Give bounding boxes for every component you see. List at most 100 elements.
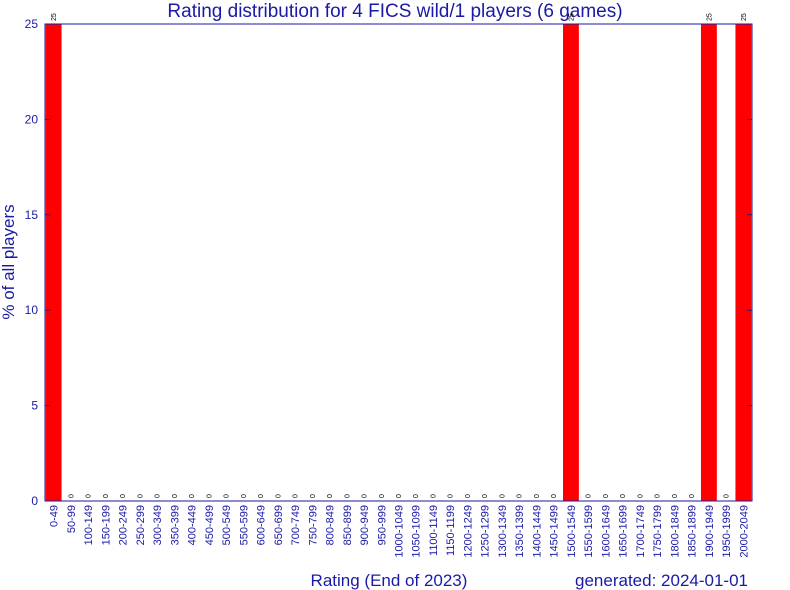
bar-0-49 <box>45 24 62 501</box>
data-label-150-199: 0 <box>103 494 110 498</box>
data-label-1350-1399: 0 <box>517 494 524 498</box>
x-tick-label: 150-199 <box>100 505 112 545</box>
x-tick-label: 1050-1099 <box>411 505 423 558</box>
data-label-1700-1749: 0 <box>637 494 644 498</box>
chart-title: Rating distribution for 4 FICS wild/1 pl… <box>167 1 622 22</box>
y-tick-label: 20 <box>25 112 39 126</box>
data-label-1300-1349: 0 <box>499 494 506 498</box>
y-tick-label: 5 <box>31 399 38 413</box>
x-tick-label: 1250-1299 <box>480 505 492 558</box>
bar-1900-1949 <box>700 24 717 501</box>
x-tick-label: 950-999 <box>376 505 388 545</box>
data-label-750-799: 0 <box>310 494 317 498</box>
data-label-650-699: 0 <box>275 494 282 498</box>
data-label-50-99: 0 <box>68 494 75 498</box>
data-label-1600-1649: 0 <box>603 494 610 498</box>
x-tick-label: 350-399 <box>169 505 181 545</box>
data-label-850-899: 0 <box>344 494 351 498</box>
x-tick-label: 450-499 <box>204 505 216 545</box>
data-label-1250-1299: 0 <box>482 494 489 498</box>
x-tick-label: 200-249 <box>118 505 130 545</box>
data-label-500-549: 0 <box>224 494 231 498</box>
plot-frame <box>44 23 753 502</box>
data-label-2000-2049: 25 <box>741 13 748 21</box>
x-tick-label: 1300-1349 <box>497 505 509 558</box>
data-label-550-599: 0 <box>241 494 248 498</box>
x-tick-label: 750-799 <box>307 505 319 545</box>
data-label-1000-1049: 0 <box>396 494 403 498</box>
data-label-1100-1149: 0 <box>430 494 437 498</box>
data-label-600-649: 0 <box>258 494 265 498</box>
data-label-1850-1899: 0 <box>689 494 696 498</box>
x-tick-label: 1450-1499 <box>549 505 561 558</box>
bars <box>45 24 752 501</box>
data-label-700-749: 0 <box>293 494 300 498</box>
x-tick-label: 250-299 <box>135 505 147 545</box>
data-label-1150-1199: 0 <box>448 494 455 498</box>
x-tick-label: 650-699 <box>273 505 285 545</box>
data-label-0-49: 25 <box>51 13 58 21</box>
x-tick-label: 300-349 <box>152 505 164 545</box>
x-tick-label: 1500-1549 <box>566 505 578 558</box>
x-tick-label: 1350-1399 <box>514 505 526 558</box>
data-label-1650-1699: 0 <box>620 494 627 498</box>
bar-1500-1549 <box>563 24 579 501</box>
x-axis: 0-49 50-99 100-149 150-199 200-249 250-299 300… <box>49 505 751 558</box>
data-label-450-499: 0 <box>206 494 213 498</box>
x-tick-label: 600-649 <box>256 505 268 545</box>
y-tick-label: 10 <box>25 303 39 317</box>
generated-date: generated: 2024-01-01 <box>575 571 748 590</box>
data-label-1400-1449: 0 <box>534 494 541 498</box>
x-tick-label: 1200-1249 <box>462 505 474 558</box>
data-label-350-399: 0 <box>172 494 179 498</box>
data-label-900-949: 0 <box>362 494 369 498</box>
x-tick-label: 700-749 <box>290 505 302 545</box>
data-label-1750-1799: 0 <box>655 494 662 498</box>
data-label-1200-1249: 0 <box>465 494 472 498</box>
y-axis-title: % of all players <box>0 204 18 319</box>
x-tick-label: 50-99 <box>66 505 78 533</box>
x-axis-title: Rating (End of 2023) <box>311 571 468 590</box>
x-tick-label: 850-899 <box>342 505 354 545</box>
x-tick-label: 550-599 <box>238 505 250 545</box>
data-label-1450-1499: 0 <box>551 494 558 498</box>
x-tick-label: 1150-1199 <box>445 505 457 556</box>
x-tick-label: 1650-1699 <box>618 505 630 558</box>
data-label-400-449: 0 <box>189 494 196 498</box>
x-tick-label: 400-449 <box>187 505 199 545</box>
x-tick-label: 1000-1049 <box>394 505 406 558</box>
x-tick-label: 1950-1999 <box>721 505 733 558</box>
y-axis: 0 5 10 15 20 25 <box>25 17 752 508</box>
data-label-950-999: 0 <box>379 494 386 498</box>
data-label-300-349: 0 <box>155 494 162 498</box>
data-label-1550-1599: 0 <box>586 494 593 498</box>
data-label-250-299: 0 <box>137 494 144 498</box>
data-label-800-849: 0 <box>327 494 334 498</box>
x-tick-label: 1800-1849 <box>669 505 681 558</box>
x-tick-label: 1550-1599 <box>583 505 595 558</box>
y-tick-label: 15 <box>25 208 39 222</box>
data-label-1050-1099: 0 <box>413 494 420 498</box>
data-label-1800-1849: 0 <box>672 494 679 498</box>
x-tick-label: 1750-1799 <box>652 505 664 558</box>
x-tick-label: 1700-1749 <box>635 505 647 558</box>
y-tick-label: 0 <box>31 494 38 508</box>
x-tick-label: 900-949 <box>359 505 371 545</box>
x-tick-label: 1850-1899 <box>687 505 699 558</box>
x-tick-label: 0-49 <box>49 505 61 527</box>
x-tick-label: 800-849 <box>325 505 337 545</box>
x-tick-label: 1100-1149 <box>428 505 440 556</box>
y-tick-label: 25 <box>25 17 39 31</box>
x-tick-label: 1900-1949 <box>704 505 716 558</box>
data-label-1500-1549: 25 <box>568 13 575 21</box>
data-label-100-149: 0 <box>86 494 93 498</box>
x-tick-label: 2000-2049 <box>738 505 750 558</box>
data-label-1900-1949: 25 <box>706 13 713 21</box>
x-tick-label: 1600-1649 <box>600 505 612 558</box>
x-tick-label: 500-549 <box>221 505 233 545</box>
data-labels: 25 0 0 0 0 0 0 0 0 0 0 0 0 0 0 0 0 0 0 0 0 0 0 0 0 0 0 0 0 0 25 0 0 0 0 0 0 0… <box>51 13 748 498</box>
data-label-1950-1999: 0 <box>724 494 731 498</box>
x-tick-label: 1400-1449 <box>531 505 543 558</box>
data-label-200-249: 0 <box>120 494 127 498</box>
